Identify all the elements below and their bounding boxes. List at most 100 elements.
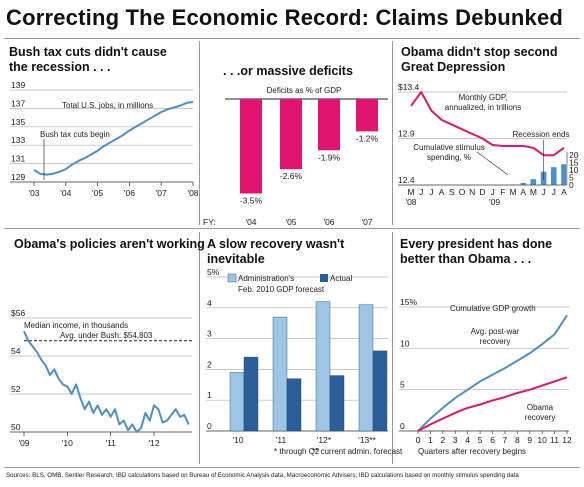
legend-label: spending, % <box>427 153 471 162</box>
legend-label: Cumulative stimulus <box>413 143 485 152</box>
legend-pointer <box>476 151 509 176</box>
x-tick-label: F <box>500 187 505 197</box>
x-tick-label: '10 <box>62 438 73 448</box>
x-tick-label: S <box>449 187 455 197</box>
y-tick-label: 5% <box>207 267 220 277</box>
series-label: recovery <box>480 337 511 346</box>
x-tick-label: 7 <box>503 435 508 445</box>
data-label: -1.9% <box>318 152 341 162</box>
x-tick-label: '10 <box>232 435 243 445</box>
y-tick-label: 12.4 <box>398 175 415 185</box>
x-tick-label: A <box>561 187 567 197</box>
x-tick-label: '04 <box>245 217 256 227</box>
x-tick-label: 3 <box>453 435 458 445</box>
x-tick-label: '08 <box>187 188 198 198</box>
x-tick-label: J <box>541 187 545 197</box>
x-tick-label: J <box>419 187 423 197</box>
series-line <box>33 100 194 176</box>
x-tick-label: J <box>552 187 556 197</box>
x-tick-label: '12 <box>148 438 159 448</box>
x-tick-label: A <box>520 187 526 197</box>
legend-swatch <box>320 274 328 282</box>
y-tick-label: 12.9 <box>398 129 415 139</box>
x-tick-label: 9 <box>527 435 532 445</box>
bar <box>329 375 345 432</box>
x-tick-label: 10 <box>537 435 547 445</box>
middle-rule <box>4 228 580 229</box>
x-tick-label: '09 <box>18 438 29 448</box>
x-tick-label: '06 <box>124 188 135 198</box>
data-label: -2.6% <box>280 171 303 181</box>
panel-title-jobs: Bush tax cuts didn't cause the recession… <box>9 45 167 74</box>
panel-title-gdp: Obama didn't stop second Great Depressio… <box>401 45 558 74</box>
bar <box>286 378 302 432</box>
gdp-line <box>410 91 565 157</box>
axis-label: Total U.S. jobs, in millions <box>62 101 153 110</box>
axis-label: Cumulative GDP growth <box>450 304 536 313</box>
data-label: -1.2% <box>356 133 379 143</box>
bar <box>372 350 388 432</box>
right-tick-label: 10 <box>569 165 579 175</box>
x-tick-label: D <box>479 187 485 197</box>
right-tick-label: 0 <box>569 180 574 190</box>
year-label: '09 <box>489 197 500 207</box>
legend-label: annualized, in trillions <box>445 103 522 112</box>
x-tick-label: 1 <box>428 435 433 445</box>
legend-swatch <box>227 273 237 283</box>
x-tick-label: '11 <box>105 438 116 448</box>
divider <box>199 41 200 225</box>
y-tick-label: 4 <box>207 298 212 308</box>
y-tick-label: 0 <box>207 421 212 431</box>
x-tick-label: M <box>530 187 537 197</box>
panel-title-deficits: . . .or massive deficits <box>223 64 353 78</box>
y-tick-label: 5 <box>400 380 405 390</box>
axis-label: Quarters after recovery begins <box>418 447 526 456</box>
x-tick-label: '07 <box>361 217 372 227</box>
series-label: Avg. post-war <box>471 327 520 336</box>
y-tick-label: 15% <box>400 297 417 307</box>
x-tick-label: '05 <box>285 217 296 227</box>
x-tick-label: '05 <box>92 188 103 198</box>
y-tick-label: 137 <box>11 98 25 108</box>
bar <box>243 356 259 432</box>
panel-title-presidents: Every president has done better than Oba… <box>400 237 553 266</box>
y-tick-label: 1 <box>207 390 212 400</box>
x-tick-label: 11 <box>550 435 559 445</box>
x-tick-label: '13** <box>358 435 376 445</box>
year-label: '08 <box>405 197 416 207</box>
bar <box>280 99 302 170</box>
panel-title-recovery: A slow recovery wasn't inevitable <box>207 237 345 266</box>
annotation-label: Bush tax cuts begin <box>40 130 110 139</box>
legend-label: Monthly GDP, <box>459 93 508 102</box>
x-tick-label: A <box>439 187 445 197</box>
y-tick-label: 54 <box>11 346 21 356</box>
divider <box>199 232 200 464</box>
x-tick-label: M <box>407 187 414 197</box>
right-tick-label: 5 <box>569 173 574 183</box>
bar <box>272 316 288 432</box>
x-tick-label: 2 <box>440 435 445 445</box>
top-rule <box>4 38 580 39</box>
x-tick-label: '06 <box>323 217 334 227</box>
y-tick-label: $56 <box>11 308 25 318</box>
annotation-label: Recession ends <box>513 130 570 139</box>
x-tick-label: '04 <box>60 188 71 198</box>
page-title: Correcting The Economic Record: Claims D… <box>6 5 564 30</box>
x-tick-label: N <box>469 187 475 197</box>
x-tick-label: 4 <box>465 435 470 445</box>
y-tick-label: 133 <box>11 135 25 145</box>
x-tick-label: '11 <box>276 435 287 445</box>
series-label: Obama <box>527 403 554 412</box>
x-tick-label: 5 <box>478 435 483 445</box>
x-tick-label: J <box>490 187 494 197</box>
y-tick-label: 0 <box>400 421 405 431</box>
divider <box>392 41 393 225</box>
y-tick-label: 129 <box>11 172 25 182</box>
